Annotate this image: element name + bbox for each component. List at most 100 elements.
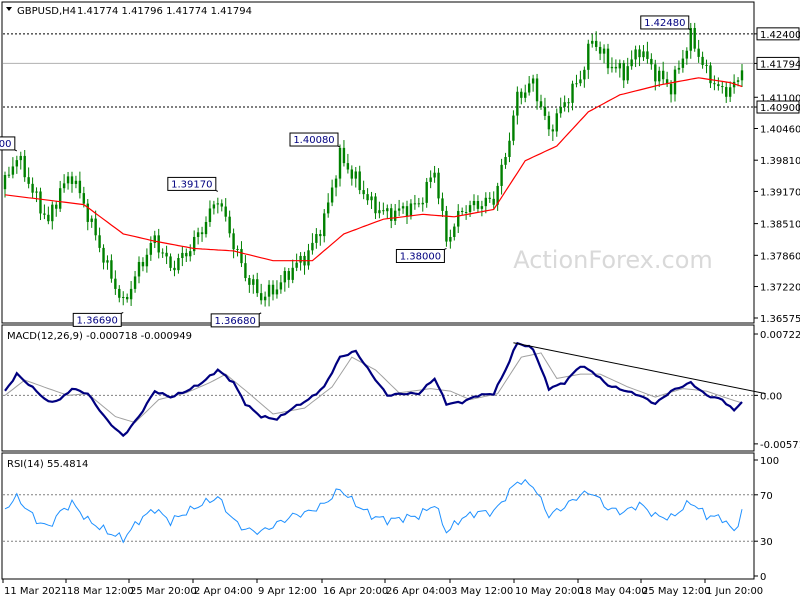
candle-body (362, 190, 365, 195)
candle-body (299, 255, 302, 263)
candle-body (693, 28, 696, 49)
candle-body (244, 263, 247, 279)
candle-body (453, 226, 456, 237)
rsi-axis-label: 70 (760, 491, 773, 502)
peak-label-box (640, 15, 690, 30)
candle-body (669, 83, 673, 95)
candle-body (153, 235, 156, 243)
candle-body (571, 83, 574, 103)
candle-body (106, 260, 109, 263)
candle-body (437, 172, 440, 199)
candle-body (725, 87, 728, 97)
candle-body (137, 261, 141, 277)
candle-body (433, 172, 436, 178)
candle-body (425, 181, 428, 203)
candle-body (654, 64, 657, 82)
candle-body (3, 175, 7, 190)
candle-body (330, 187, 334, 203)
price-axis-label: 1.39810 (760, 156, 800, 167)
price-axis-label: 1.38510 (760, 220, 800, 231)
candle-body (594, 40, 598, 47)
peak-label-3: 1.36680 (210, 312, 262, 328)
candle-body (642, 51, 645, 58)
candle-body (689, 28, 692, 51)
time-axis-label: 25 Mar 20:00 (130, 586, 197, 597)
candle-body (326, 202, 330, 214)
macd-axis-label: -0.005714 (760, 440, 800, 451)
candle-body (177, 258, 180, 271)
candle-body (208, 208, 212, 223)
candle-body (516, 91, 519, 116)
candle-body (295, 262, 298, 268)
candle-body (173, 267, 176, 271)
candle-body (58, 188, 62, 209)
price-axis-label: 1.37860 (760, 251, 800, 262)
candle-body (27, 177, 30, 184)
candle-body (543, 106, 547, 116)
candle-body (591, 40, 594, 44)
candle-body (23, 155, 26, 178)
candle-body (405, 206, 409, 217)
candle-body (11, 166, 15, 175)
candle-body (271, 284, 275, 295)
candle-body (315, 234, 318, 243)
candle-body (157, 235, 160, 253)
candle-body (319, 234, 322, 237)
candle-body (66, 176, 70, 184)
candle-body (401, 206, 405, 209)
candle-body (468, 205, 472, 213)
candle-body (55, 204, 58, 209)
peak-label-text: 1.36690 (77, 315, 118, 326)
candle-body (567, 102, 570, 104)
time-axis-label: 26 Apr 04:00 (386, 586, 451, 597)
candle-body (86, 203, 89, 222)
candle-body (429, 177, 432, 182)
candle-body (145, 254, 149, 267)
candle-body (252, 279, 255, 285)
candle-body (122, 296, 125, 298)
price-layer: 1.40000 1.36690 1.39170 1.36680 1.40080 1.380… (0, 15, 753, 328)
candle-body (583, 69, 586, 80)
candle-body (445, 210, 448, 242)
candle-body (717, 84, 720, 87)
candle-body (370, 196, 373, 201)
peak-label-text: 1.40000 (0, 139, 12, 150)
candle-body (267, 284, 271, 297)
candle-body (736, 80, 740, 82)
candle-body (520, 91, 523, 98)
candle-body (161, 252, 164, 254)
candle-body (504, 156, 507, 165)
candle-body (7, 174, 11, 176)
candle-body (685, 50, 689, 59)
candle-body (697, 48, 700, 57)
candle-body (705, 64, 708, 66)
macd-line (4, 341, 743, 438)
candle-body (35, 191, 38, 193)
ohlc-values: 1.41774 1.41796 1.41774 1.41794 (77, 6, 252, 17)
rsi-layer (3, 478, 753, 544)
candle-body (658, 70, 661, 82)
candle-body (196, 232, 200, 237)
candle-body (531, 78, 535, 84)
candle-body (165, 252, 168, 257)
candle-body (181, 252, 184, 259)
candle-body (275, 289, 279, 295)
candle-body (358, 171, 361, 191)
peak-label-box (395, 248, 445, 263)
candle-body (94, 218, 97, 236)
candle-body (31, 183, 34, 193)
symbol-label: GBPUSD,H4 (17, 6, 76, 17)
collapse-triangle-icon[interactable] (6, 7, 12, 11)
candle-body (709, 65, 712, 84)
candle-body (390, 208, 393, 221)
candle-body (535, 78, 539, 102)
candle-body (457, 210, 460, 227)
candle-body (51, 204, 54, 222)
time-axis-label: 18 Mar 12:00 (67, 586, 134, 597)
macd-layer (3, 341, 766, 438)
candle-body (204, 222, 208, 235)
macd-axis-label: 0.007227 (760, 330, 800, 341)
candle-body (212, 204, 216, 209)
